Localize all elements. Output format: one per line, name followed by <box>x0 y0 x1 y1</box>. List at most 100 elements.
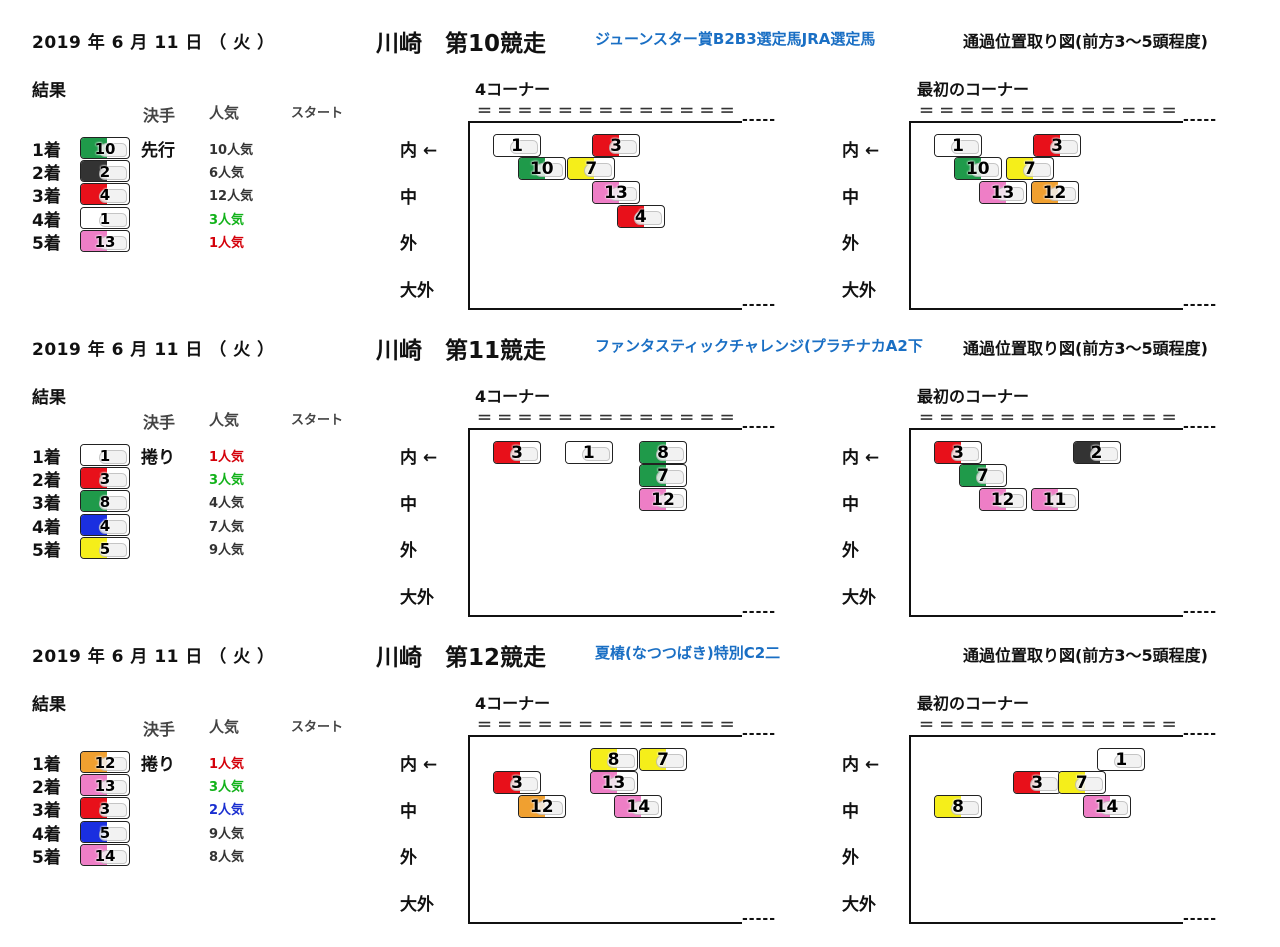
lane-label: 大外 <box>400 281 434 301</box>
finish-rank: 1着 <box>32 755 61 775</box>
horse-number: 2 <box>99 163 111 181</box>
horse-number: 8 <box>952 797 964 817</box>
lane-label: 中 <box>842 802 859 822</box>
corner4-label: 4コーナー <box>475 694 551 713</box>
horse-silhouette-icon <box>99 473 127 487</box>
popularity: 3人気 <box>209 213 245 228</box>
horse-silhouette-icon <box>510 140 538 154</box>
horse-silhouette-icon <box>975 470 1004 484</box>
popularity: 9人気 <box>209 543 245 558</box>
result-horse-badge: 13 <box>80 774 130 796</box>
position-horse-badge: 7 <box>1005 157 1054 180</box>
first-corner-label: 最初のコーナー <box>917 694 1030 713</box>
popularity: 2人気 <box>209 803 245 818</box>
result-horse-badge: 2 <box>80 160 130 182</box>
lane-label: 内 ← <box>842 141 880 161</box>
result-horse-badge: 13 <box>80 230 130 252</box>
horse-silhouette-icon <box>995 187 1024 201</box>
result-horse-badge: 1 <box>80 444 130 466</box>
horse-number: 12 <box>651 490 675 510</box>
horse-number: 3 <box>511 773 523 793</box>
horse-number: 3 <box>99 800 111 818</box>
lane-label: 外 <box>400 234 417 254</box>
finish-rank: 5着 <box>32 541 61 561</box>
results-heading: 結果 <box>32 81 66 101</box>
horse-number: 13 <box>601 773 626 793</box>
horse-number: 7 <box>976 466 989 486</box>
chart-title: 通過位置取り図(前方3～5頭程度) <box>963 646 1208 665</box>
position-horse-badge: 7 <box>1057 771 1106 794</box>
horse-number: 7 <box>657 750 669 770</box>
straight-marker: ＝ ＝ ＝ ＝ ＝ ＝ ＝ ＝ ＝ ＝ ＝ ＝ ＝ <box>919 409 1177 427</box>
lane-label: 中 <box>400 188 417 208</box>
result-horse-badge: 5 <box>80 537 130 559</box>
position-horse-badge: 14 <box>614 795 663 818</box>
position-horse-badge: 14 <box>1082 795 1131 818</box>
horse-silhouette-icon <box>99 543 127 557</box>
lane-label: 大外 <box>400 895 434 915</box>
position-horse-badge: 7 <box>567 157 616 180</box>
position-horse-badge: 7 <box>958 464 1007 487</box>
horse-number: 4 <box>634 207 647 227</box>
field-tail-top: ----- <box>1183 726 1218 742</box>
position-horse-badge: 13 <box>589 771 638 794</box>
result-horse-badge: 10 <box>80 137 130 159</box>
horse-silhouette-icon <box>99 213 127 227</box>
horse-number: 1 <box>99 447 111 465</box>
position-field <box>909 121 1183 310</box>
finish-rank: 2着 <box>32 164 61 184</box>
horse-silhouette-icon <box>1050 140 1078 154</box>
position-horse-badge: 12 <box>978 488 1027 511</box>
horse-number: 1 <box>99 210 111 228</box>
horse-number: 2 <box>1090 443 1103 463</box>
position-horse-badge: 13 <box>592 181 640 204</box>
field-tail-bottom: ----- <box>1183 604 1218 620</box>
straight-marker: ＝ ＝ ＝ ＝ ＝ ＝ ＝ ＝ ＝ ＝ ＝ ＝ ＝ <box>919 102 1177 120</box>
horse-silhouette-icon <box>606 777 635 791</box>
method-header: 決手 <box>143 413 176 432</box>
position-horse-badge: 7 <box>639 464 688 487</box>
field-tail-bottom: ----- <box>1183 911 1218 927</box>
lane-label: 内 ← <box>400 448 438 468</box>
popularity: 8人気 <box>209 850 245 865</box>
position-horse-badge: 3 <box>493 771 541 794</box>
horse-silhouette-icon <box>631 801 660 815</box>
horse-silhouette-icon <box>99 757 127 771</box>
finish-rank: 4着 <box>32 518 61 538</box>
horse-number: 12 <box>990 490 1015 510</box>
position-horse-badge: 12 <box>639 488 688 511</box>
lane-label: 中 <box>842 188 859 208</box>
lane-label: 大外 <box>400 588 434 608</box>
position-horse-badge: 1 <box>934 134 982 157</box>
result-horse-badge: 3 <box>80 467 130 489</box>
first-corner-label: 最初のコーナー <box>917 80 1030 99</box>
field-tail-top: ----- <box>1183 419 1218 435</box>
horse-silhouette-icon <box>970 163 999 177</box>
horse-number: 1 <box>582 443 595 463</box>
horse-silhouette-icon <box>1089 447 1118 461</box>
horse-number: 14 <box>1094 797 1119 817</box>
position-horse-badge: 4 <box>616 205 665 228</box>
finish-rank: 4着 <box>32 211 61 231</box>
chart-title: 通過位置取り図(前方3～5頭程度) <box>963 32 1208 51</box>
horse-number: 3 <box>952 443 964 463</box>
position-horse-badge: 1 <box>564 441 613 464</box>
horse-silhouette-icon <box>99 496 127 510</box>
result-horse-badge: 14 <box>80 844 130 866</box>
lane-label: 外 <box>400 848 417 868</box>
start-header: スタート <box>291 720 344 735</box>
finish-rank: 5着 <box>32 848 61 868</box>
horse-silhouette-icon <box>99 850 127 864</box>
straight-marker: ＝ ＝ ＝ ＝ ＝ ＝ ＝ ＝ ＝ ＝ ＝ ＝ ＝ <box>477 409 735 427</box>
horse-number: 4 <box>99 186 111 204</box>
horse-silhouette-icon <box>1047 494 1076 508</box>
position-field <box>468 735 742 924</box>
horse-silhouette-icon <box>656 470 685 484</box>
horse-silhouette-icon <box>584 163 613 177</box>
horse-number: 14 <box>94 847 116 865</box>
position-horse-badge: 8 <box>934 795 982 818</box>
horse-number: 13 <box>990 183 1015 203</box>
straight-marker: ＝ ＝ ＝ ＝ ＝ ＝ ＝ ＝ ＝ ＝ ＝ ＝ ＝ <box>919 716 1177 734</box>
position-horse-badge: 13 <box>978 181 1027 204</box>
horse-number: 12 <box>94 754 116 772</box>
